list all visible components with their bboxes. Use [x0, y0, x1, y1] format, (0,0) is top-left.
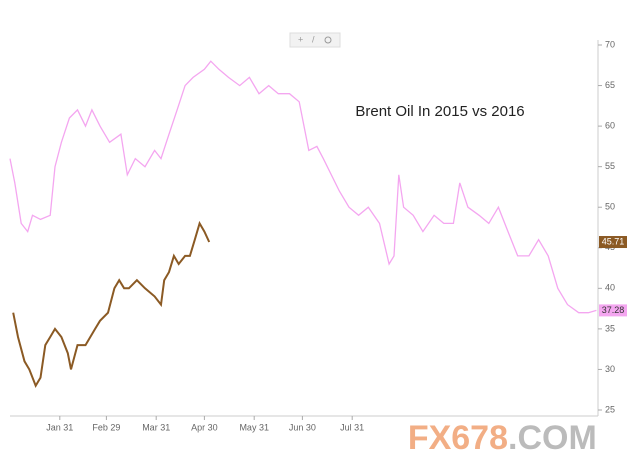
toolbar: + / — [289, 32, 341, 48]
last-value-label: 37.28 — [602, 305, 625, 315]
toolbar-box — [289, 32, 341, 48]
toolbar-icon[interactable]: + — [298, 34, 303, 44]
series-line — [12, 220, 211, 388]
y-tick-label: 50 — [605, 202, 615, 212]
watermark: .COM — [508, 419, 597, 457]
y-tick-label: 70 — [605, 39, 615, 49]
x-tick-label: Jun 30 — [289, 422, 316, 432]
x-tick-label: Apr 30 — [191, 422, 218, 432]
toolbar-icon[interactable]: / — [312, 34, 315, 44]
toolbar-icon[interactable] — [324, 36, 332, 44]
series-line — [9, 60, 597, 314]
y-tick-label: 55 — [605, 161, 615, 171]
x-tick-label: Jan 31 — [46, 422, 73, 432]
x-tick-label: Feb 29 — [92, 422, 120, 432]
y-tick-label: 40 — [605, 283, 615, 293]
y-tick-label: 25 — [605, 404, 615, 414]
y-tick-label: 60 — [605, 120, 615, 130]
last-value-box — [599, 304, 627, 317]
chart-title: Brent Oil In 2015 vs 2016 — [355, 103, 524, 120]
last-value-box — [599, 236, 627, 249]
y-tick-label: 30 — [605, 364, 615, 374]
x-tick-label: Mar 31 — [142, 422, 170, 432]
x-tick-label: Jul 31 — [340, 422, 364, 432]
last-value-label: 45.71 — [602, 236, 625, 246]
watermark: FX678 — [408, 419, 508, 457]
y-tick-label: 65 — [605, 80, 615, 90]
x-tick-label: May 31 — [239, 422, 269, 432]
y-tick-label: 35 — [605, 323, 615, 333]
